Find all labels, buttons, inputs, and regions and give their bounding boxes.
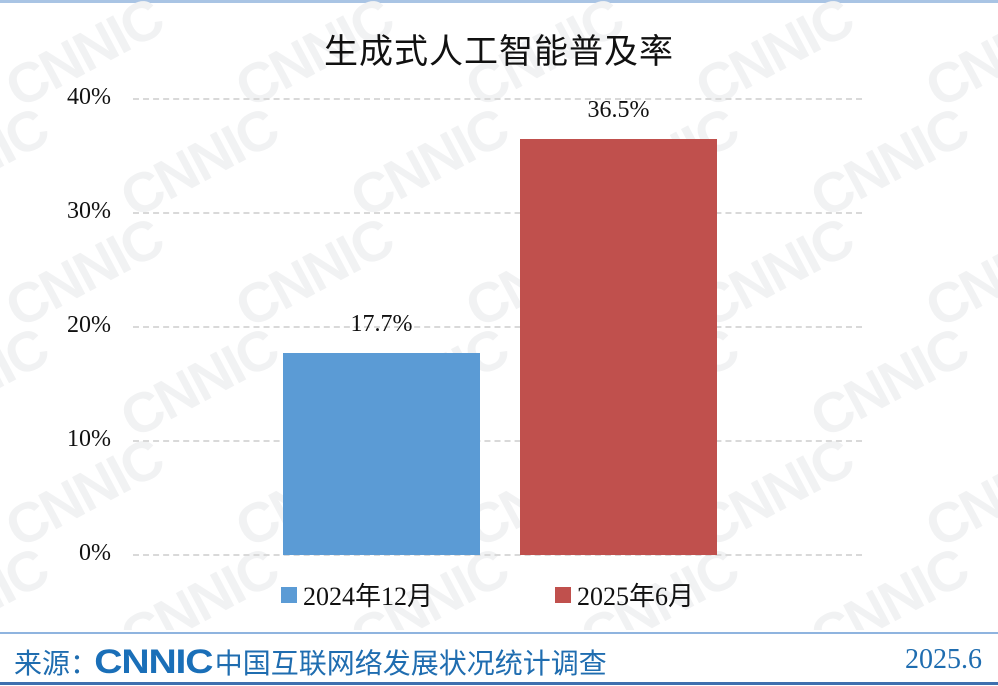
y-tick-label: 10% bbox=[67, 426, 111, 452]
bar-value-label: 17.7% bbox=[350, 311, 413, 338]
watermark-text: CNNIC bbox=[915, 425, 998, 560]
gridline bbox=[133, 212, 862, 214]
gridline bbox=[133, 440, 862, 442]
bar-2025-6 bbox=[520, 138, 717, 555]
source-prefix: 来源： bbox=[14, 649, 99, 680]
y-tick-label: 40% bbox=[67, 84, 111, 110]
y-tick-label: 30% bbox=[67, 198, 111, 224]
legend-label: 2025年6月 bbox=[577, 582, 695, 611]
cnnic-logo-icon: CNNIC bbox=[94, 642, 213, 681]
footer: 来源： CNNIC 中国互联网络发展状况统计调查 2025.6 bbox=[0, 638, 998, 682]
bar-2024-12 bbox=[283, 353, 480, 555]
chart-title: 生成式人工智能普及率 bbox=[324, 34, 674, 71]
legend-label: 2024年12月 bbox=[303, 582, 434, 611]
bar-value-label: 36.5% bbox=[587, 96, 650, 123]
footer-divider-top bbox=[0, 632, 998, 634]
legend-swatch-red-icon bbox=[555, 586, 571, 603]
footer-source: 来源： CNNIC 中国互联网络发展状况统计调查 bbox=[14, 642, 607, 682]
gridline bbox=[133, 98, 862, 100]
legend-swatch-blue-icon bbox=[281, 586, 297, 603]
y-tick-label: 0% bbox=[79, 540, 111, 566]
watermark-text: CNNIC bbox=[915, 205, 998, 340]
plot-area: 0% 10% 20% 30% 40% 17.7% 36.5% bbox=[67, 84, 862, 566]
source-name: 中国互联网络发展状况统计调查 bbox=[214, 649, 607, 680]
footer-date: 2025.6 bbox=[905, 644, 982, 675]
legend: 2024年12月 2025年6月 bbox=[0, 576, 998, 612]
gridline bbox=[133, 326, 862, 328]
legend-item-2025-6: 2025年6月 bbox=[555, 576, 694, 613]
gridline bbox=[133, 554, 862, 556]
legend-item-2024-12: 2024年12月 bbox=[281, 576, 433, 613]
footer-divider-bottom bbox=[0, 682, 998, 685]
y-tick-label: 20% bbox=[67, 312, 111, 338]
top-border bbox=[0, 0, 998, 3]
